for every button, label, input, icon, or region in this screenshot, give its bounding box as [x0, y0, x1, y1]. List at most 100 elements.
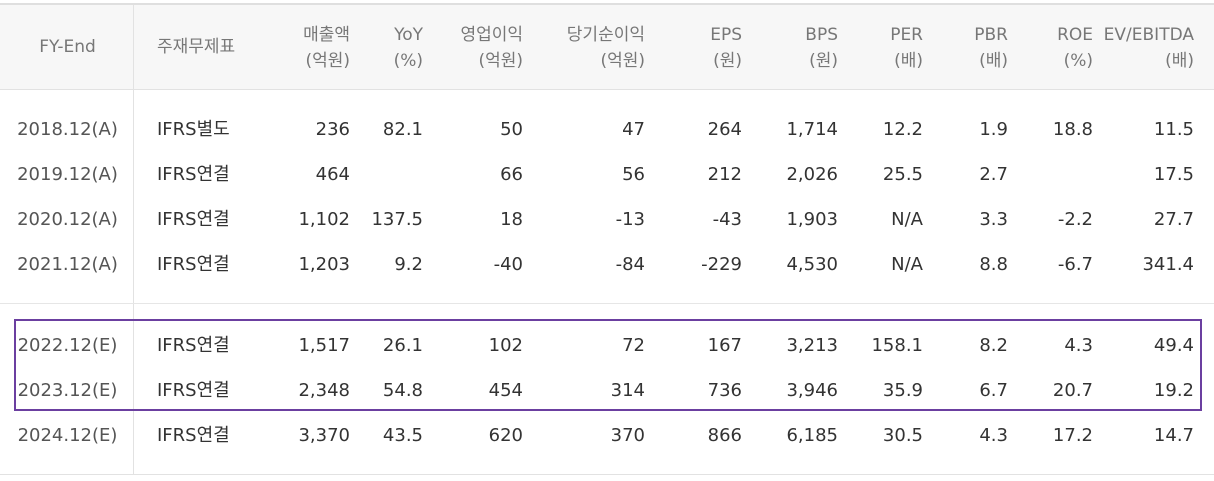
cell-revenue: 1,102 — [298, 209, 350, 230]
cell-yoy: 9.2 — [394, 254, 423, 275]
cell-statement-type: IFRS연결 — [157, 335, 230, 356]
cell-statement-type: IFRS연결 — [157, 209, 230, 230]
cell-per: 12.2 — [882, 119, 923, 140]
cell-revenue: 1,517 — [298, 335, 350, 356]
cell-net-income: 72 — [622, 335, 645, 356]
cell-net-income: -84 — [615, 254, 645, 275]
header-pbr-unit: (배) — [979, 51, 1008, 71]
estimate-highlight-box — [14, 319, 1202, 411]
cell-revenue: 236 — [315, 119, 350, 140]
cell-pbr: 6.7 — [979, 380, 1008, 401]
cell-pbr: 8.2 — [979, 335, 1008, 356]
cell-net-income: 47 — [622, 119, 645, 140]
cell-pbr: 8.8 — [979, 254, 1008, 275]
cell-fy-end: 2020.12(A) — [17, 209, 118, 230]
header-yoy-unit: (%) — [393, 51, 423, 71]
header-column-separator — [133, 5, 134, 90]
cell-bps: 6,185 — [786, 425, 838, 446]
header-pbr: PBR — [974, 25, 1008, 45]
cell-ev-ebitda: 14.7 — [1153, 425, 1194, 446]
cell-statement-type: IFRS연결 — [157, 254, 230, 275]
cell-per: 35.9 — [882, 380, 923, 401]
cell-pbr: 3.3 — [979, 209, 1008, 230]
header-net-income-unit: (억원) — [600, 51, 645, 71]
header-operating-profit-unit: (억원) — [478, 51, 523, 71]
cell-ev-ebitda: 17.5 — [1153, 164, 1194, 185]
cell-roe: -2.2 — [1057, 209, 1093, 230]
cell-eps: 736 — [707, 380, 742, 401]
cell-revenue: 3,370 — [298, 425, 350, 446]
cell-yoy: 54.8 — [382, 380, 423, 401]
cell-operating-profit: 454 — [488, 380, 523, 401]
cell-operating-profit: 620 — [488, 425, 523, 446]
table-top-border — [0, 3, 1214, 5]
cell-pbr: 1.9 — [979, 119, 1008, 140]
cell-per: N/A — [891, 254, 923, 275]
cell-operating-profit: 18 — [500, 209, 523, 230]
header-yoy: YoY — [394, 25, 423, 45]
cell-roe: 4.3 — [1064, 335, 1093, 356]
cell-fy-end: 2018.12(A) — [17, 119, 118, 140]
table-bottom-border — [0, 474, 1214, 475]
cell-roe: 17.2 — [1052, 425, 1093, 446]
cell-statement-type: IFRS연결 — [157, 425, 230, 446]
cell-per: N/A — [891, 209, 923, 230]
body-column-separator — [133, 90, 134, 475]
cell-ev-ebitda: 11.5 — [1153, 119, 1194, 140]
header-fy-end: FY-End — [39, 37, 96, 57]
cell-bps: 3,946 — [786, 380, 838, 401]
cell-yoy: 26.1 — [382, 335, 423, 356]
header-net-income: 당기순이익 — [566, 25, 645, 45]
cell-fy-end: 2024.12(E) — [17, 425, 118, 446]
cell-bps: 1,903 — [786, 209, 838, 230]
cell-fy-end: 2022.12(E) — [17, 335, 118, 356]
header-roe-unit: (%) — [1063, 51, 1093, 71]
cell-per: 25.5 — [882, 164, 923, 185]
cell-net-income: -13 — [615, 209, 645, 230]
cell-ev-ebitda: 27.7 — [1153, 209, 1194, 230]
cell-eps: 167 — [707, 335, 742, 356]
cell-net-income: 56 — [622, 164, 645, 185]
actual-estimate-divider — [0, 303, 1214, 304]
header-ev-ebitda: EV/EBITDA — [1103, 25, 1194, 45]
cell-eps: 866 — [707, 425, 742, 446]
cell-eps: -229 — [701, 254, 742, 275]
header-statement-type: 주재무제표 — [157, 37, 236, 57]
header-roe: ROE — [1057, 25, 1093, 45]
cell-statement-type: IFRS별도 — [157, 119, 230, 140]
header-divider — [0, 89, 1214, 90]
header-eps-unit: (원) — [713, 51, 742, 71]
cell-net-income: 314 — [610, 380, 645, 401]
cell-yoy: 43.5 — [382, 425, 423, 446]
cell-yoy: 137.5 — [371, 209, 423, 230]
header-revenue-unit: (억원) — [305, 51, 350, 71]
cell-ev-ebitda: 49.4 — [1153, 335, 1194, 356]
cell-ev-ebitda: 341.4 — [1142, 254, 1194, 275]
cell-eps: 212 — [707, 164, 742, 185]
cell-per: 158.1 — [871, 335, 923, 356]
cell-operating-profit: -40 — [493, 254, 523, 275]
cell-fy-end: 2023.12(E) — [17, 380, 118, 401]
cell-eps: 264 — [707, 119, 742, 140]
cell-net-income: 370 — [610, 425, 645, 446]
cell-revenue: 2,348 — [298, 380, 350, 401]
header-ev-ebitda-unit: (배) — [1165, 51, 1194, 71]
header-bps-unit: (원) — [809, 51, 838, 71]
cell-revenue: 1,203 — [298, 254, 350, 275]
header-per: PER — [890, 25, 923, 45]
cell-operating-profit: 102 — [488, 335, 523, 356]
cell-statement-type: IFRS연결 — [157, 380, 230, 401]
cell-yoy: 82.1 — [382, 119, 423, 140]
cell-pbr: 2.7 — [979, 164, 1008, 185]
cell-bps: 4,530 — [786, 254, 838, 275]
cell-roe: 18.8 — [1052, 119, 1093, 140]
cell-fy-end: 2019.12(A) — [17, 164, 118, 185]
cell-roe: -6.7 — [1057, 254, 1093, 275]
header-bps: BPS — [805, 25, 838, 45]
cell-statement-type: IFRS연결 — [157, 164, 230, 185]
cell-bps: 3,213 — [786, 335, 838, 356]
cell-roe: 20.7 — [1052, 380, 1093, 401]
table-header-background — [0, 5, 1214, 90]
cell-eps: -43 — [712, 209, 742, 230]
